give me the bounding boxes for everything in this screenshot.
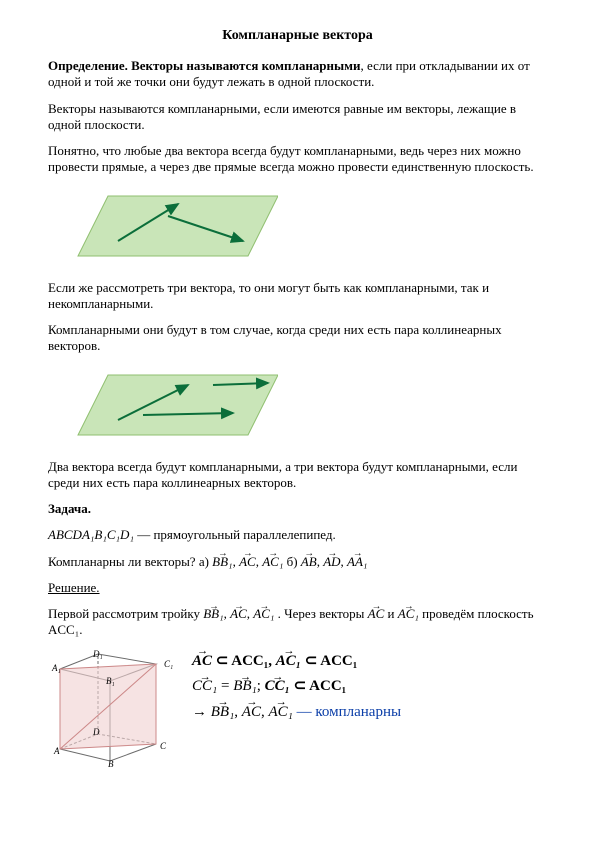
svg-text:A: A <box>53 746 60 756</box>
proof-line-3: → BB₁, AC, AC₁ — компланарны <box>192 700 401 726</box>
vec-bb1-icon: BB₁ <box>203 606 223 622</box>
solution-row: A B C D A₁ B₁ C₁ D₁ AC ⊂ ACC₁, AC₁ ⊂ ACC₁ CC₁ =… <box>48 649 547 773</box>
svg-text:A₁: A₁ <box>51 663 61 673</box>
svg-text:B₁: B₁ <box>106 676 115 686</box>
page: Компланарные вектора Определение. Вектор… <box>0 0 595 793</box>
cuboid-diagram: A B C D A₁ B₁ C₁ D₁ <box>48 649 178 769</box>
task-body: ABCDA₁B₁C₁D₁ — прямоугольный параллелепи… <box>48 527 547 543</box>
subset-icon: ⊂ ACC₁ <box>301 653 357 669</box>
para-2: Векторы называются компланарными, если и… <box>48 101 547 134</box>
svg-text:D₁: D₁ <box>92 649 103 659</box>
vec-ad-icon: AD <box>323 554 340 570</box>
figure-2 <box>48 365 547 449</box>
vec-ac-icon: AC <box>239 554 256 570</box>
vec-bb1-icon: BB₁ <box>211 700 235 726</box>
para-6: Два вектора всегда будут компланарными, … <box>48 459 547 492</box>
plane-three-vectors <box>48 365 278 445</box>
para-5: Компланарными они будут в том случае, ко… <box>48 322 547 355</box>
figure-3: A B C D A₁ B₁ C₁ D₁ <box>48 649 178 773</box>
svg-text:C₁: C₁ <box>164 659 173 669</box>
coplanar-text: — компланарны <box>293 704 401 720</box>
svg-text:D: D <box>92 727 100 737</box>
subset-icon: ⊂ ACC₁, <box>212 653 276 669</box>
subset-icon: ⊂ ACC₁ <box>290 678 346 694</box>
solution-label: Решение. <box>48 580 100 595</box>
svg-text:B: B <box>108 759 114 769</box>
sol-mid2: и <box>388 606 398 621</box>
para-4: Если же рассмотреть три вектора, то они … <box>48 280 547 313</box>
arrow-icon: → <box>192 704 211 720</box>
task-body-tail: — прямоугольный параллелепипед. <box>134 527 336 542</box>
sol-lead: Первой рассмотрим тройку <box>48 606 203 621</box>
para-definition: Определение. Векторы называются комплана… <box>48 58 547 91</box>
svg-text:C: C <box>160 741 167 751</box>
vec-ab-icon: AB <box>301 554 317 570</box>
task-question: Компланарны ли векторы? а) BB₁, AC, AC₁ … <box>48 554 547 570</box>
page-title: Компланарные вектора <box>48 28 547 44</box>
solution-heading: Решение. <box>48 580 547 596</box>
vec-bb1-icon: BB₁ <box>212 554 232 570</box>
vec-ac1-icon: AC₁ <box>268 700 292 726</box>
q-lead: Компланарны ли векторы? а) <box>48 554 212 569</box>
figure-1 <box>48 186 547 270</box>
vec-ac-icon: AC <box>368 606 385 622</box>
semicolon: ; <box>257 678 265 694</box>
sol-mid1: . Через векторы <box>278 606 368 621</box>
proof-block: AC ⊂ ACC₁, AC₁ ⊂ ACC₁ CC₁ = BB₁; CC₁ ⊂ A… <box>192 649 401 726</box>
vec-ac-icon: AC <box>230 606 247 622</box>
cuboid-name: ABCDA₁B₁C₁D₁ <box>48 527 134 542</box>
vec-ac1-icon: AC₁ <box>398 606 419 622</box>
task-label: Задача. <box>48 501 91 516</box>
vec-ac1-icon: AC₁ <box>253 606 274 622</box>
vec-aa1-icon: AA₁ <box>347 554 367 570</box>
q-b: б) <box>287 554 301 569</box>
plane-two-vectors <box>48 186 278 266</box>
vec-ac1-icon: AC₁ <box>262 554 283 570</box>
vec-ac-icon: AC <box>242 700 261 726</box>
task-heading: Задача. <box>48 501 547 517</box>
def-lead: Определение. Векторы называются комплана… <box>48 58 361 73</box>
equals-icon: = <box>217 678 233 694</box>
para-3: Понятно, что любые два вектора всегда бу… <box>48 143 547 176</box>
solution-p1: Первой рассмотрим тройку BB₁, AC, AC₁ . … <box>48 606 547 639</box>
proof-line-1: AC ⊂ ACC₁, AC₁ ⊂ ACC₁ <box>192 649 401 675</box>
